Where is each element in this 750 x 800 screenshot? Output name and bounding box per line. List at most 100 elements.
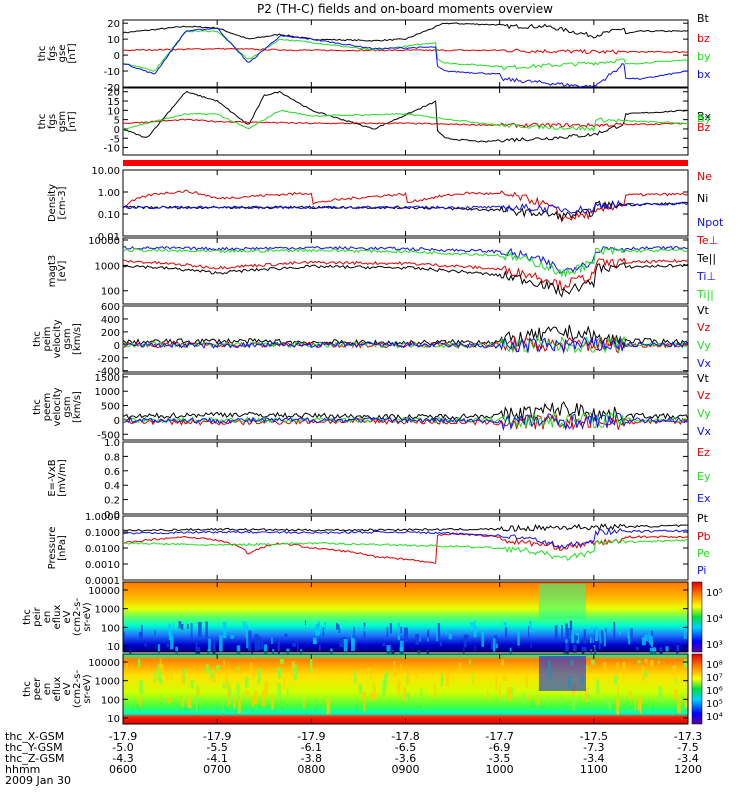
series-line-Vt <box>122 324 689 349</box>
legend-Te⊥: Te⊥ <box>696 234 718 247</box>
spectrogram-streak <box>572 697 575 711</box>
colorbar-tick-label: 10⁴ <box>706 712 723 723</box>
spectrogram-streak <box>123 631 125 639</box>
spectrogram-streak <box>157 644 161 654</box>
series-line-Pt <box>122 523 689 533</box>
spectrogram-streak <box>495 675 498 691</box>
y-axis-label: gsm <box>57 111 68 132</box>
y-tick-label: 600 <box>101 302 120 313</box>
spectrogram-streak <box>292 642 297 647</box>
spectrogram-streak <box>446 672 450 686</box>
y-tick-label: 1.00 <box>98 188 120 199</box>
spectrogram-streak <box>386 670 389 678</box>
spectrogram-streak <box>677 645 680 653</box>
spectrogram-streak <box>166 697 171 703</box>
y-tick-label: 10 <box>107 714 120 725</box>
spectrogram-streak <box>569 620 573 636</box>
spectrogram-streak <box>222 682 225 689</box>
y-tick-label: 10 <box>107 35 120 46</box>
spectrogram-streak <box>448 633 452 640</box>
spectrogram-streak <box>245 621 247 638</box>
legend-Vy: Vy <box>697 339 711 352</box>
spectrogram-streak <box>279 659 284 664</box>
spectrogram-streak <box>292 660 295 677</box>
spectrogram-streak <box>393 660 396 678</box>
spectrogram-streak <box>363 697 365 712</box>
y-axis-label: peem <box>42 393 53 421</box>
y-axis-label: fgs <box>47 46 58 61</box>
spectrogram-streak <box>187 696 192 708</box>
spectrogram-streak <box>397 679 400 697</box>
spectrogram-streak <box>458 662 462 673</box>
legend-By: By <box>697 112 712 125</box>
series-line-Te|| <box>122 261 689 298</box>
spectrogram-streak <box>212 640 216 655</box>
y-tick-label: -200 <box>97 354 120 365</box>
series-line-Bx <box>122 90 689 143</box>
spectrogram-streak <box>254 634 259 652</box>
ephemeris-value: -17.9 <box>297 730 325 743</box>
spectrogram-streak <box>501 659 504 667</box>
y-tick-label: 100 <box>101 623 120 634</box>
panel-8: 1.0000 0.1000 0.0100 0.0010 0.0001 Pressure [n… <box>47 512 711 587</box>
legend-Ex: Ex <box>697 492 711 505</box>
y-tick-label: 200 <box>101 328 120 339</box>
spectrogram-streak <box>554 625 558 641</box>
spectrogram-streak <box>210 670 214 679</box>
spectrogram-streak <box>350 634 353 638</box>
spectrogram-streak <box>303 697 305 709</box>
y-axis-label: thc <box>32 331 43 347</box>
spectrogram-streak <box>599 633 602 644</box>
spectrogram-streak <box>225 671 228 689</box>
spectrogram-streak <box>139 679 144 695</box>
spectrogram-streak <box>208 638 211 653</box>
spectrogram-streak <box>382 679 386 697</box>
spectrogram-streak <box>499 686 501 699</box>
spectrogram-event <box>538 656 586 691</box>
series-line-Vx <box>122 336 689 354</box>
spectrogram-streak <box>242 621 245 628</box>
spectrogram-streak <box>637 660 641 664</box>
spectrogram-streak <box>252 670 256 677</box>
y-axis-label: eV <box>62 682 73 695</box>
y-tick-label: 1000 <box>95 387 120 398</box>
ephemeris-value: -3.6 <box>395 752 416 765</box>
spectrogram-streak <box>529 620 532 633</box>
spectrogram-streak <box>363 692 367 698</box>
ephemeris-value: -6.5 <box>395 741 416 754</box>
spectrogram-streak <box>330 648 333 658</box>
panel-9: 10⁵ 10⁴ 10³ 10000 1000 100 10 thc peir en eflux eV(… <box>22 581 723 664</box>
spectrogram-streak <box>236 683 240 700</box>
y-tick-label: 10000 <box>88 658 120 669</box>
spectrogram-streak <box>251 696 254 707</box>
spectrogram-streak <box>166 643 169 648</box>
ephemeris-value: -3.4 <box>677 752 698 765</box>
y-axis-label: thc <box>22 681 33 697</box>
spectrogram-streak <box>617 684 619 699</box>
y-axis-label: peer <box>32 677 43 701</box>
y-tick-label: 0.6 <box>104 467 120 478</box>
y-axis-label: gse <box>57 45 68 63</box>
spectrogram-streak <box>486 690 489 702</box>
spectrogram-streak <box>469 659 471 665</box>
spectrogram-streak <box>433 684 436 698</box>
y-tick-label: 10.00 <box>91 166 120 177</box>
y-tick-label: 0.1000 <box>85 528 120 539</box>
spectrogram-streak <box>472 673 474 685</box>
panel-frame <box>122 441 689 515</box>
spectrogram-streak <box>603 631 606 647</box>
spectrogram-streak <box>507 687 512 701</box>
spectrogram-streak <box>528 626 530 639</box>
spectrogram-streak <box>665 646 669 653</box>
spectrogram-streak <box>336 624 340 630</box>
y-tick-label: -500 <box>97 430 120 441</box>
spectrogram-streak <box>417 697 420 702</box>
series-line-Pi <box>122 527 689 550</box>
spectrogram-streak <box>261 640 264 650</box>
spectrogram-streak <box>183 681 185 685</box>
spectrogram-streak <box>628 636 631 645</box>
ephemeris-value: 1100 <box>580 763 608 776</box>
series-line-Pe <box>122 538 689 561</box>
